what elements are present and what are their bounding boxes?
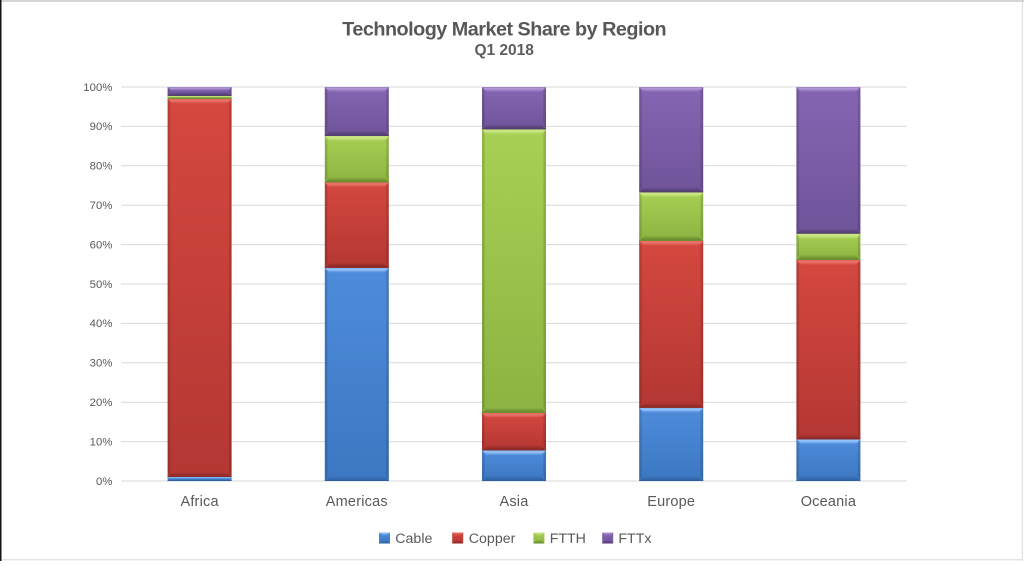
svg-text:FTTx: FTTx: [618, 531, 651, 547]
svg-text:20%: 20%: [90, 397, 113, 409]
svg-text:70%: 70%: [90, 200, 113, 212]
svg-text:0%: 0%: [96, 476, 113, 488]
svg-text:Europe: Europe: [647, 494, 695, 510]
svg-text:Oceania: Oceania: [801, 494, 857, 510]
svg-text:40%: 40%: [90, 318, 113, 330]
svg-text:80%: 80%: [90, 161, 113, 173]
svg-text:Americas: Americas: [326, 494, 388, 510]
svg-text:Africa: Africa: [180, 494, 219, 510]
svg-text:Cable: Cable: [395, 531, 432, 547]
svg-text:Q1 2018: Q1 2018: [474, 42, 534, 59]
svg-text:FTTH: FTTH: [550, 531, 586, 547]
svg-text:Asia: Asia: [499, 494, 529, 510]
svg-text:50%: 50%: [90, 279, 113, 291]
svg-text:10%: 10%: [90, 436, 113, 448]
svg-text:90%: 90%: [90, 121, 113, 133]
svg-text:30%: 30%: [90, 358, 113, 370]
svg-text:100%: 100%: [83, 82, 112, 94]
svg-text:Copper: Copper: [469, 531, 516, 547]
svg-text:60%: 60%: [90, 239, 113, 251]
svg-text:Technology Market Share by Reg: Technology Market Share by Region: [342, 18, 666, 40]
